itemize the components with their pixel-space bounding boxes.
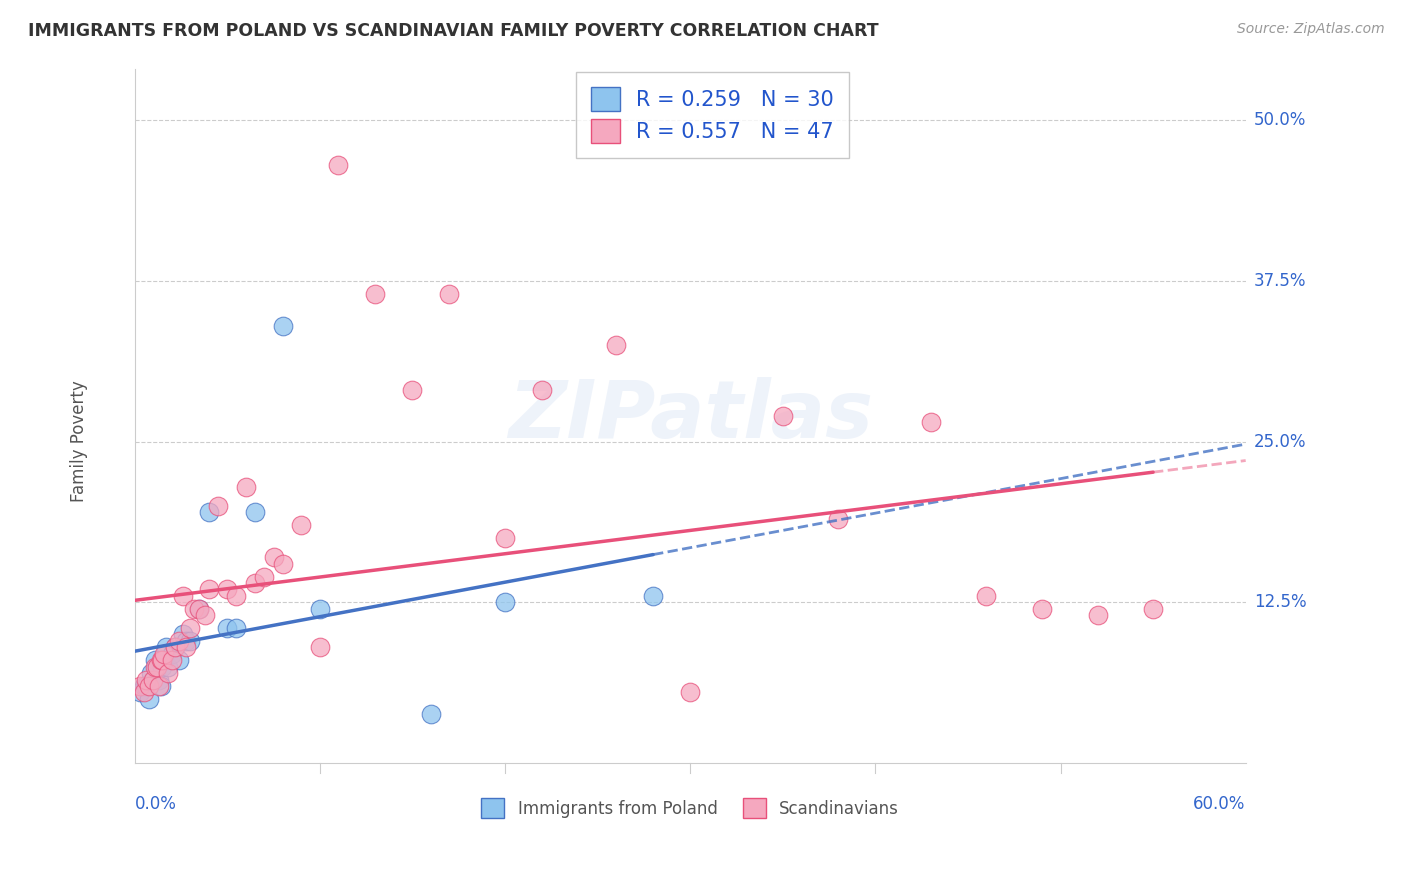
Point bbox=[149, 653, 172, 667]
Point bbox=[920, 415, 942, 429]
Point bbox=[976, 589, 998, 603]
Point bbox=[772, 409, 794, 423]
Point bbox=[132, 685, 155, 699]
Point bbox=[172, 627, 194, 641]
Point bbox=[143, 659, 166, 673]
Point bbox=[176, 640, 198, 655]
Text: ZIPatlas: ZIPatlas bbox=[508, 376, 873, 455]
Point bbox=[328, 158, 350, 172]
Point bbox=[225, 589, 247, 603]
Point bbox=[138, 691, 160, 706]
Point bbox=[146, 659, 169, 673]
Point bbox=[197, 582, 219, 597]
Point bbox=[1087, 608, 1109, 623]
Point bbox=[149, 679, 172, 693]
Point bbox=[1142, 601, 1164, 615]
Point bbox=[129, 679, 152, 693]
Text: 25.0%: 25.0% bbox=[1254, 433, 1306, 450]
Point bbox=[148, 679, 170, 693]
Point bbox=[308, 601, 330, 615]
Point bbox=[179, 634, 201, 648]
Point bbox=[243, 505, 266, 519]
Point bbox=[225, 621, 247, 635]
Point bbox=[167, 653, 190, 667]
Point bbox=[183, 601, 205, 615]
Point bbox=[142, 673, 165, 687]
Point bbox=[364, 286, 387, 301]
Point bbox=[135, 673, 157, 687]
Point bbox=[153, 653, 176, 667]
Point bbox=[401, 383, 423, 397]
Point bbox=[243, 576, 266, 591]
Text: Family Poverty: Family Poverty bbox=[70, 381, 89, 502]
Point bbox=[142, 673, 165, 687]
Point bbox=[605, 338, 627, 352]
Point bbox=[152, 653, 174, 667]
Point bbox=[207, 499, 229, 513]
Point bbox=[135, 679, 157, 693]
Text: 50.0%: 50.0% bbox=[1254, 111, 1306, 129]
Point bbox=[194, 608, 217, 623]
Point bbox=[827, 512, 849, 526]
Text: 12.5%: 12.5% bbox=[1254, 593, 1306, 611]
Point bbox=[643, 589, 665, 603]
Point bbox=[148, 673, 170, 687]
Point bbox=[188, 601, 211, 615]
Point bbox=[217, 582, 239, 597]
Point bbox=[155, 640, 177, 655]
Legend: Immigrants from Poland, Scandinavians: Immigrants from Poland, Scandinavians bbox=[474, 792, 905, 824]
Point bbox=[153, 647, 176, 661]
Point bbox=[152, 659, 174, 673]
Text: 0.0%: 0.0% bbox=[135, 796, 177, 814]
Point bbox=[160, 653, 183, 667]
Point bbox=[172, 589, 194, 603]
Point bbox=[197, 505, 219, 519]
Point bbox=[419, 707, 441, 722]
Point bbox=[132, 679, 155, 693]
Point bbox=[253, 569, 276, 583]
Point bbox=[531, 383, 554, 397]
Point bbox=[146, 659, 169, 673]
Point bbox=[494, 531, 516, 545]
Text: 37.5%: 37.5% bbox=[1254, 272, 1306, 290]
Point bbox=[156, 659, 179, 673]
Point bbox=[143, 653, 166, 667]
Point bbox=[141, 666, 163, 681]
Point bbox=[176, 634, 198, 648]
Point bbox=[235, 479, 257, 493]
Point bbox=[188, 601, 211, 615]
Text: Source: ZipAtlas.com: Source: ZipAtlas.com bbox=[1237, 22, 1385, 37]
Point bbox=[165, 640, 187, 655]
Point bbox=[271, 557, 294, 571]
Point bbox=[167, 634, 190, 648]
Text: IMMIGRANTS FROM POLAND VS SCANDINAVIAN FAMILY POVERTY CORRELATION CHART: IMMIGRANTS FROM POLAND VS SCANDINAVIAN F… bbox=[28, 22, 879, 40]
Point bbox=[160, 647, 183, 661]
Point bbox=[165, 640, 187, 655]
Point bbox=[308, 640, 330, 655]
Point bbox=[679, 685, 702, 699]
Text: 60.0%: 60.0% bbox=[1194, 796, 1246, 814]
Point bbox=[494, 595, 516, 609]
Point bbox=[439, 286, 461, 301]
Point bbox=[1031, 601, 1053, 615]
Point bbox=[179, 621, 201, 635]
Point bbox=[290, 518, 312, 533]
Point bbox=[156, 666, 179, 681]
Point bbox=[263, 550, 285, 565]
Point bbox=[271, 318, 294, 333]
Point bbox=[138, 679, 160, 693]
Point bbox=[129, 685, 152, 699]
Point bbox=[217, 621, 239, 635]
